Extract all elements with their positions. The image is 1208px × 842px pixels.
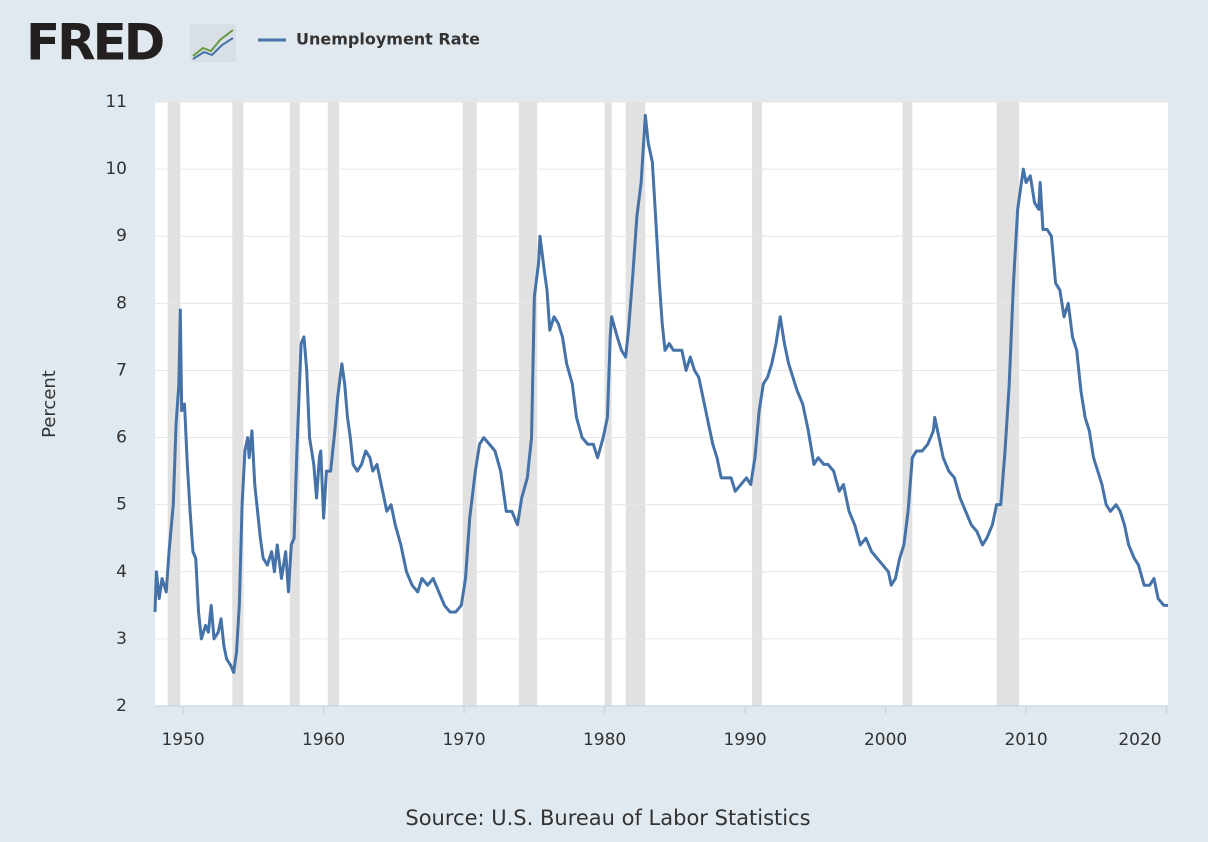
recession-band: [625, 102, 646, 706]
y-tick-label: 6: [116, 428, 127, 448]
recession-band: [232, 102, 244, 706]
logo: FRED: [26, 14, 163, 72]
x-tick-label: 2000: [864, 730, 907, 750]
x-tick-label: 1950: [161, 730, 204, 750]
logo-icon: [190, 24, 236, 62]
recession-band: [462, 102, 477, 706]
y-axis-label: Percent: [39, 370, 60, 438]
x-tick-label: 2010: [1004, 730, 1047, 750]
recession-band: [902, 102, 913, 706]
y-tick-label: 4: [116, 562, 127, 582]
recession-band: [289, 102, 300, 706]
recession-band: [167, 102, 181, 706]
y-tick-label: 7: [116, 360, 127, 380]
x-tick-label: 1990: [723, 730, 766, 750]
recession-band: [327, 102, 340, 706]
x-tick-label: 1960: [302, 730, 345, 750]
y-tick-label: 2: [116, 696, 127, 716]
x-tick-label: 2020: [1118, 730, 1161, 750]
y-tick-label: 8: [116, 293, 127, 313]
source: Source: U.S. Bureau of Labor Statistics: [405, 806, 810, 830]
y-tick-label: 10: [105, 159, 127, 179]
y-tick-label: 9: [116, 226, 127, 246]
y-tick-label: 11: [105, 92, 127, 112]
y-tick-label: 5: [116, 495, 127, 515]
x-tick-label: 1970: [442, 730, 485, 750]
recession-band: [752, 102, 762, 706]
y-tick-label: 3: [116, 629, 127, 649]
recession-band: [518, 102, 538, 706]
series-line: [153, 113, 1168, 674]
x-tick-label: 1980: [583, 730, 626, 750]
legend-label: Unemployment Rate: [296, 30, 480, 49]
